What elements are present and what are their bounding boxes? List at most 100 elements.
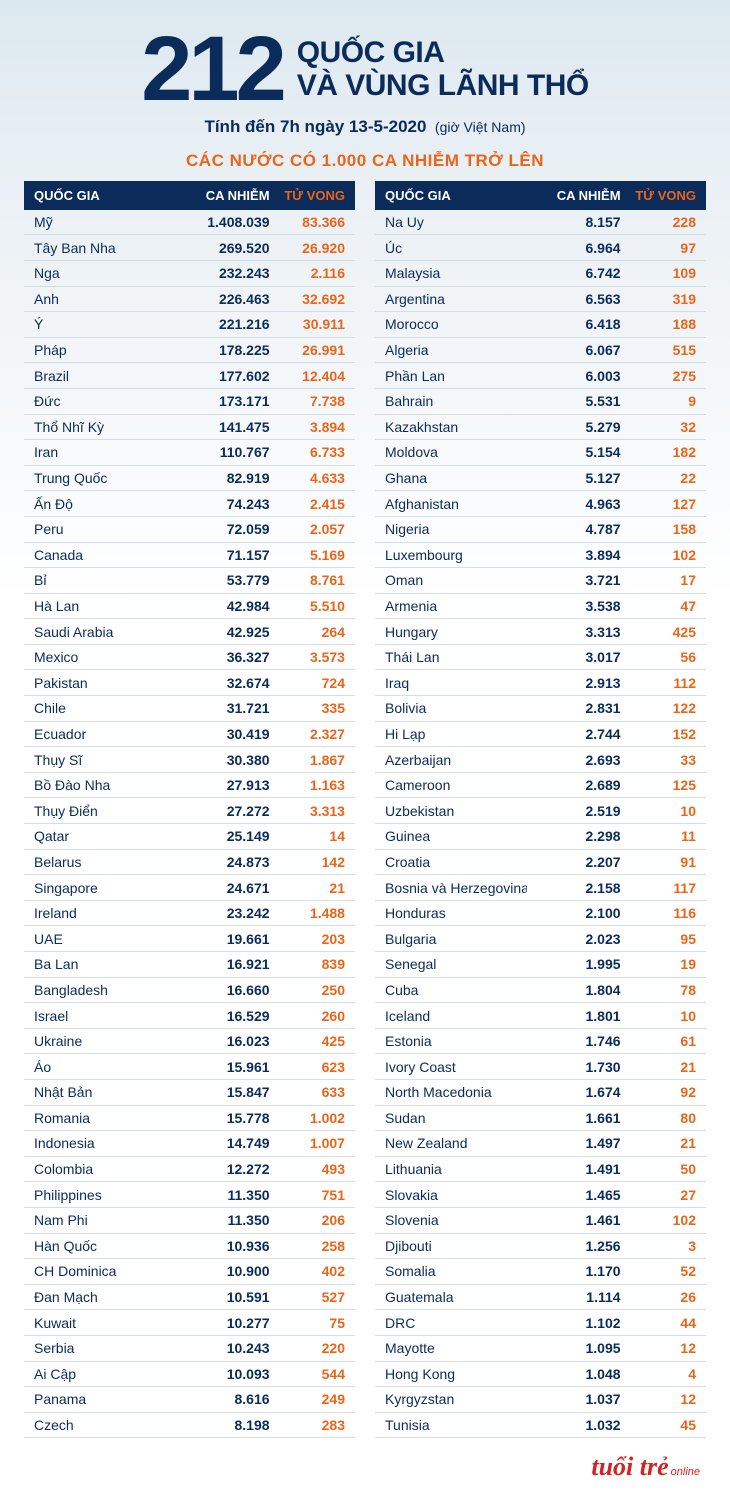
cell-country: Hi Lạp	[375, 726, 527, 742]
cell-cases: 25.149	[176, 828, 275, 844]
cell-deaths: 12	[627, 1391, 706, 1407]
table-row: Thụy Sĩ30.3801.867	[24, 747, 355, 773]
table-row: Ý221.21630.911	[24, 312, 355, 338]
cell-cases: 1.730	[527, 1059, 626, 1075]
table-row: Slovenia1.461102	[375, 1208, 706, 1234]
cell-cases: 14.749	[176, 1135, 275, 1151]
table-row: Na Uy8.157228	[375, 210, 706, 236]
cell-deaths: 97	[627, 240, 706, 256]
cell-country: Áo	[24, 1059, 176, 1075]
table-row: Ấn Độ74.2432.415	[24, 491, 355, 517]
cell-deaths: 116	[627, 905, 706, 921]
cell-cases: 24.873	[176, 854, 275, 870]
table-row: Áo15.961623	[24, 1054, 355, 1080]
table-row: Czech8.198283	[24, 1413, 355, 1439]
cell-cases: 110.767	[176, 444, 275, 460]
table-row: Lithuania1.49150	[375, 1157, 706, 1183]
table-row: Iraq2.913112	[375, 670, 706, 696]
table-row: Hong Kong1.0484	[375, 1362, 706, 1388]
cell-cases: 16.529	[176, 1008, 275, 1024]
cell-country: Singapore	[24, 880, 176, 896]
cell-cases: 4.963	[527, 496, 626, 512]
cell-country: Senegal	[375, 956, 527, 972]
table-header: QUỐC GIA CA NHIỄM TỬ VONG	[375, 181, 706, 210]
table-body-right: Na Uy8.157228Úc6.96497Malaysia6.742109Ar…	[375, 210, 706, 1439]
cell-cases: 5.154	[527, 444, 626, 460]
cell-cases: 19.661	[176, 931, 275, 947]
cell-cases: 173.171	[176, 393, 275, 409]
cell-country: Azerbaijan	[375, 752, 527, 768]
table-row: Croatia2.20791	[375, 850, 706, 876]
cell-country: Hà Lan	[24, 598, 176, 614]
cell-cases: 1.465	[527, 1187, 626, 1203]
table-row: Thụy Điển27.2723.313	[24, 798, 355, 824]
table-row: Malaysia6.742109	[375, 261, 706, 287]
cell-deaths: 21	[627, 1059, 706, 1075]
cell-deaths: 12.404	[276, 368, 355, 384]
cell-cases: 2.693	[527, 752, 626, 768]
cell-cases: 27.272	[176, 803, 275, 819]
table-row: Ecuador30.4192.327	[24, 722, 355, 748]
cell-cases: 226.463	[176, 291, 275, 307]
cell-cases: 2.207	[527, 854, 626, 870]
cell-cases: 6.964	[527, 240, 626, 256]
table-left: QUỐC GIA CA NHIỄM TỬ VONG Mỹ1.408.03983.…	[24, 181, 355, 1439]
cell-cases: 1.048	[527, 1366, 626, 1382]
cell-country: Bỉ	[24, 572, 176, 588]
table-row: Canada71.1575.169	[24, 543, 355, 569]
cell-country: Bahrain	[375, 393, 527, 409]
cell-deaths: 91	[627, 854, 706, 870]
cell-cases: 74.243	[176, 496, 275, 512]
cell-cases: 10.277	[176, 1315, 275, 1331]
table-row: Nhật Bản15.847633	[24, 1080, 355, 1106]
cell-deaths: 544	[276, 1366, 355, 1382]
table-row: Honduras2.100116	[375, 901, 706, 927]
cell-country: Ai Cập	[24, 1366, 176, 1382]
cell-country: Nigeria	[375, 521, 527, 537]
table-row: Peru72.0592.057	[24, 517, 355, 543]
cell-deaths: 125	[627, 777, 706, 793]
cell-cases: 2.689	[527, 777, 626, 793]
cell-deaths: 264	[276, 624, 355, 640]
cell-cases: 8.616	[176, 1391, 275, 1407]
cell-deaths: 751	[276, 1187, 355, 1203]
cell-deaths: 3.573	[276, 649, 355, 665]
cell-deaths: 26.920	[276, 240, 355, 256]
cell-deaths: 5.169	[276, 547, 355, 563]
table-row: Ai Cập10.093544	[24, 1362, 355, 1388]
cell-country: Ivory Coast	[375, 1059, 527, 1075]
cell-country: Brazil	[24, 368, 176, 384]
table-row: Đức173.1717.738	[24, 389, 355, 415]
cell-deaths: 17	[627, 572, 706, 588]
cell-cases: 5.279	[527, 419, 626, 435]
subtitle-row: Tính đến 7h ngày 13-5-2020 (giờ Việt Nam…	[24, 117, 706, 137]
table-row: Moldova5.154182	[375, 440, 706, 466]
th-country: QUỐC GIA	[24, 188, 176, 203]
cell-deaths: 3.313	[276, 803, 355, 819]
cell-deaths: 112	[627, 675, 706, 691]
cell-deaths: 12	[627, 1340, 706, 1356]
cell-cases: 2.158	[527, 880, 626, 896]
cell-country: Romania	[24, 1110, 176, 1126]
table-row: Thái Lan3.01756	[375, 645, 706, 671]
cell-deaths: 2.327	[276, 726, 355, 742]
cell-deaths: 11	[627, 828, 706, 844]
cell-cases: 24.671	[176, 880, 275, 896]
cell-country: Đan Mạch	[24, 1289, 176, 1305]
cell-deaths: 10	[627, 1008, 706, 1024]
cell-country: Hong Kong	[375, 1366, 527, 1382]
cell-cases: 1.095	[527, 1340, 626, 1356]
cell-deaths: 83.366	[276, 214, 355, 230]
cell-country: Belarus	[24, 854, 176, 870]
table-row: Kuwait10.27775	[24, 1310, 355, 1336]
cell-country: Mỹ	[24, 214, 176, 230]
cell-deaths: 633	[276, 1084, 355, 1100]
cell-country: Serbia	[24, 1340, 176, 1356]
cell-deaths: 1.002	[276, 1110, 355, 1126]
cell-deaths: 4.633	[276, 470, 355, 486]
cell-deaths: 61	[627, 1033, 706, 1049]
cell-country: Úc	[375, 240, 527, 256]
cell-deaths: 2.116	[276, 265, 355, 281]
cell-cases: 42.984	[176, 598, 275, 614]
table-row: Cuba1.80478	[375, 978, 706, 1004]
